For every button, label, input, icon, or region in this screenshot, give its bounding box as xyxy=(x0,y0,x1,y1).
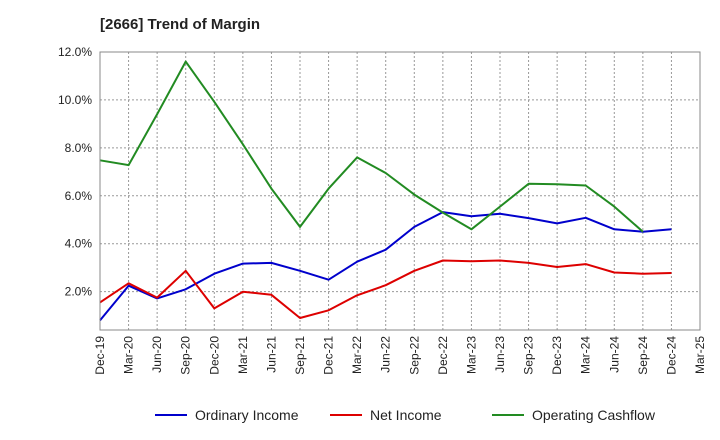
y-tick-label: 10.0% xyxy=(58,93,92,107)
chart-title: [2666] Trend of Margin xyxy=(100,16,261,33)
x-tick-label: Sep-24 xyxy=(636,336,650,375)
series-lines xyxy=(99,60,672,322)
y-tick-label: 12.0% xyxy=(58,45,92,59)
x-tick-label: Mar-21 xyxy=(236,336,250,374)
x-tick-label: Dec-21 xyxy=(322,336,336,375)
x-tick-label: Sep-22 xyxy=(407,336,421,375)
x-tick-label: Jun-22 xyxy=(379,336,393,373)
x-tick-label: Jun-23 xyxy=(493,336,507,373)
x-tick-label: Jun-21 xyxy=(264,336,278,373)
legend-label: Ordinary Income xyxy=(195,407,299,423)
series-line-net-income xyxy=(99,259,672,319)
x-tick-label: Sep-21 xyxy=(293,336,307,375)
legend-label: Operating Cashflow xyxy=(532,407,656,423)
y-axis-tick-labels: 2.0% 4.0% 6.0% 8.0% 10.0% 12.0% xyxy=(58,45,92,299)
x-tick-label: Mar-20 xyxy=(122,336,136,374)
x-tick-label: Mar-25 xyxy=(693,336,707,374)
plot-area-frame xyxy=(99,51,701,331)
series-line-operating-cashflow xyxy=(99,60,644,233)
x-tick-label: Dec-20 xyxy=(207,336,221,375)
x-tick-label: Jun-24 xyxy=(607,336,621,373)
x-tick-label: Mar-22 xyxy=(350,336,364,374)
y-tick-label: 2.0% xyxy=(65,285,93,299)
x-tick-label: Sep-20 xyxy=(179,336,193,375)
x-axis-tick-labels: Dec-19 Mar-20 Jun-20 Sep-20 Dec-20 Mar-21 Jun-… xyxy=(93,336,707,375)
x-tick-label: Dec-19 xyxy=(93,336,107,375)
x-tick-label: Dec-23 xyxy=(550,336,564,375)
x-tick-label: Sep-23 xyxy=(522,336,536,375)
grid-lines xyxy=(100,52,700,330)
x-tick-label: Dec-22 xyxy=(436,336,450,375)
legend-label: Net Income xyxy=(370,407,442,423)
y-tick-label: 4.0% xyxy=(65,237,93,251)
x-tick-label: Mar-23 xyxy=(464,336,478,374)
x-tick-label: Jun-20 xyxy=(150,336,164,373)
y-tick-label: 6.0% xyxy=(65,189,93,203)
y-tick-label: 8.0% xyxy=(65,141,93,155)
x-tick-label: Mar-24 xyxy=(579,336,593,374)
x-tick-label: Dec-24 xyxy=(664,336,678,375)
legend: Ordinary Income Net Income Operating Cashf… xyxy=(155,407,656,423)
